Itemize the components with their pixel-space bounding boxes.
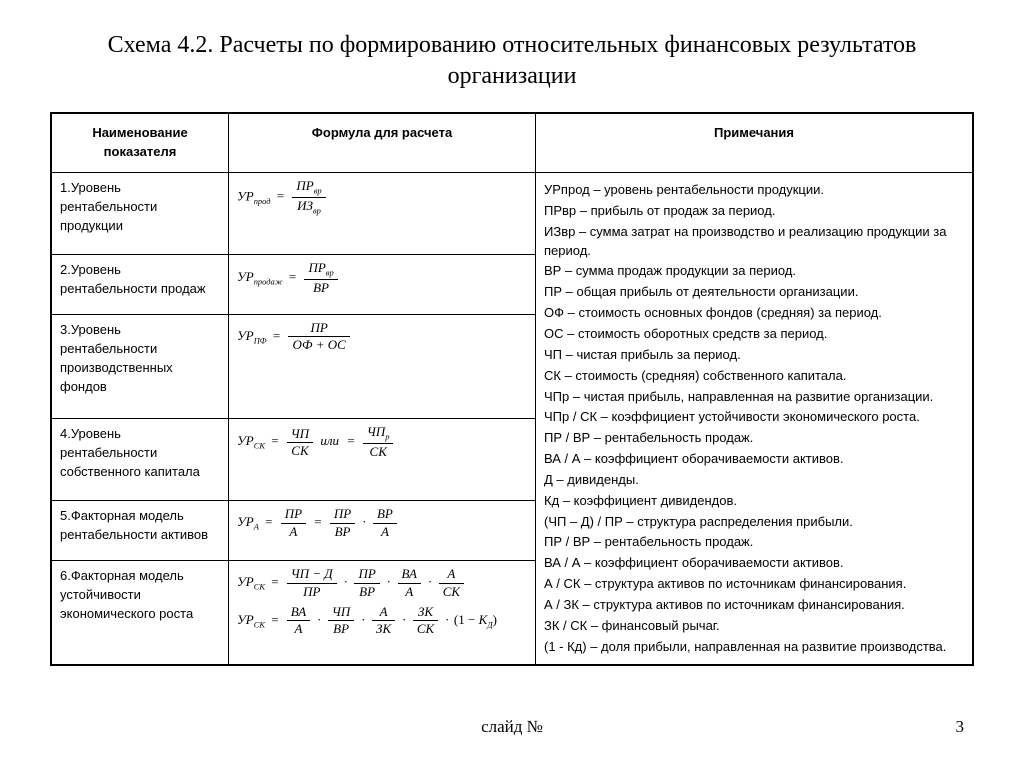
page-title: Схема 4.2. Расчеты по формированию относ… xyxy=(50,30,974,92)
note-line: (ЧП – Д) / ПР – структура распределения … xyxy=(544,513,964,532)
formula-cell: УРСК = ЧП − ДПР · ПРВР · ВАА · АСК УРСК … xyxy=(229,561,536,666)
note-line: Кд – коэффициент дивидендов. xyxy=(544,492,964,511)
table-row: 1.Уровень рентабельности продукции УРпро… xyxy=(51,173,973,255)
footer-center-text: слайд № xyxy=(0,717,1024,737)
page-footer: слайд № 3 xyxy=(0,717,1024,737)
note-line: СК – стоимость (средняя) собственного ка… xyxy=(544,367,964,386)
note-line: ОС – стоимость оборотных средств за пери… xyxy=(544,325,964,344)
note-line: ПР / ВР – рентабельность продаж. xyxy=(544,429,964,448)
formula-cell: УРпродаж = ПРвр ВР xyxy=(229,255,536,315)
note-line: ПР – общая прибыль от деятельности орган… xyxy=(544,283,964,302)
header-name: Наименование показателя xyxy=(51,113,229,172)
note-line: А / СК – структура активов по источникам… xyxy=(544,575,964,594)
note-line: ЧПр – чистая прибыль, направленная на ра… xyxy=(544,388,964,407)
note-line: ЧП – чистая прибыль за период. xyxy=(544,346,964,365)
note-line: Д – дивиденды. xyxy=(544,471,964,490)
note-line: УРпрод – уровень рентабельности продукци… xyxy=(544,181,964,200)
formula-cell: УРпрод = ПРвр ИЗвр xyxy=(229,173,536,255)
note-line: ПР / ВР – рентабельность продаж. xyxy=(544,533,964,552)
note-line: ПРвр – прибыль от продаж за период. xyxy=(544,202,964,221)
formula-cell: УРПФ = ПР ОФ + ОС xyxy=(229,314,536,418)
formula-table: Наименование показателя Формула для расч… xyxy=(50,112,974,666)
note-line: А / ЗК – структура активов по источникам… xyxy=(544,596,964,615)
page-number: 3 xyxy=(956,717,965,737)
note-line: ВА / А – коэффициент оборачиваемости акт… xyxy=(544,450,964,469)
indicator-name: 3.Уровень рентабельности производственны… xyxy=(51,314,229,418)
formula-cell: УРСК = ЧП СК или = ЧПр СК xyxy=(229,419,536,501)
header-formula: Формула для расчета xyxy=(229,113,536,172)
formula-cell: УРА = ПРА = ПРВР · ВРА xyxy=(229,501,536,561)
note-line: ВА / А – коэффициент оборачиваемости акт… xyxy=(544,554,964,573)
notes-cell: УРпрод – уровень рентабельности продукци… xyxy=(536,173,974,666)
note-line: ОФ – стоимость основных фондов (средняя)… xyxy=(544,304,964,323)
note-line: ЗК / СК – финансовый рычаг. xyxy=(544,617,964,636)
indicator-name: 6.Факторная модель устойчивости экономич… xyxy=(51,561,229,666)
note-line: ВР – сумма продаж продукции за период. xyxy=(544,262,964,281)
note-line: (1 - Кд) – доля прибыли, направленная на… xyxy=(544,638,964,657)
indicator-name: 4.Уровень рентабельности собственного ка… xyxy=(51,419,229,501)
note-line: ЧПр / СК – коэффициент устойчивости экон… xyxy=(544,408,964,427)
indicator-name: 5.Факторная модель рентабельности активо… xyxy=(51,501,229,561)
indicator-name: 2.Уровень рентабельности продаж xyxy=(51,255,229,315)
indicator-name: 1.Уровень рентабельности продукции xyxy=(51,173,229,255)
note-line: ИЗвр – сумма затрат на производство и ре… xyxy=(544,223,964,261)
header-notes: Примечания xyxy=(536,113,974,172)
